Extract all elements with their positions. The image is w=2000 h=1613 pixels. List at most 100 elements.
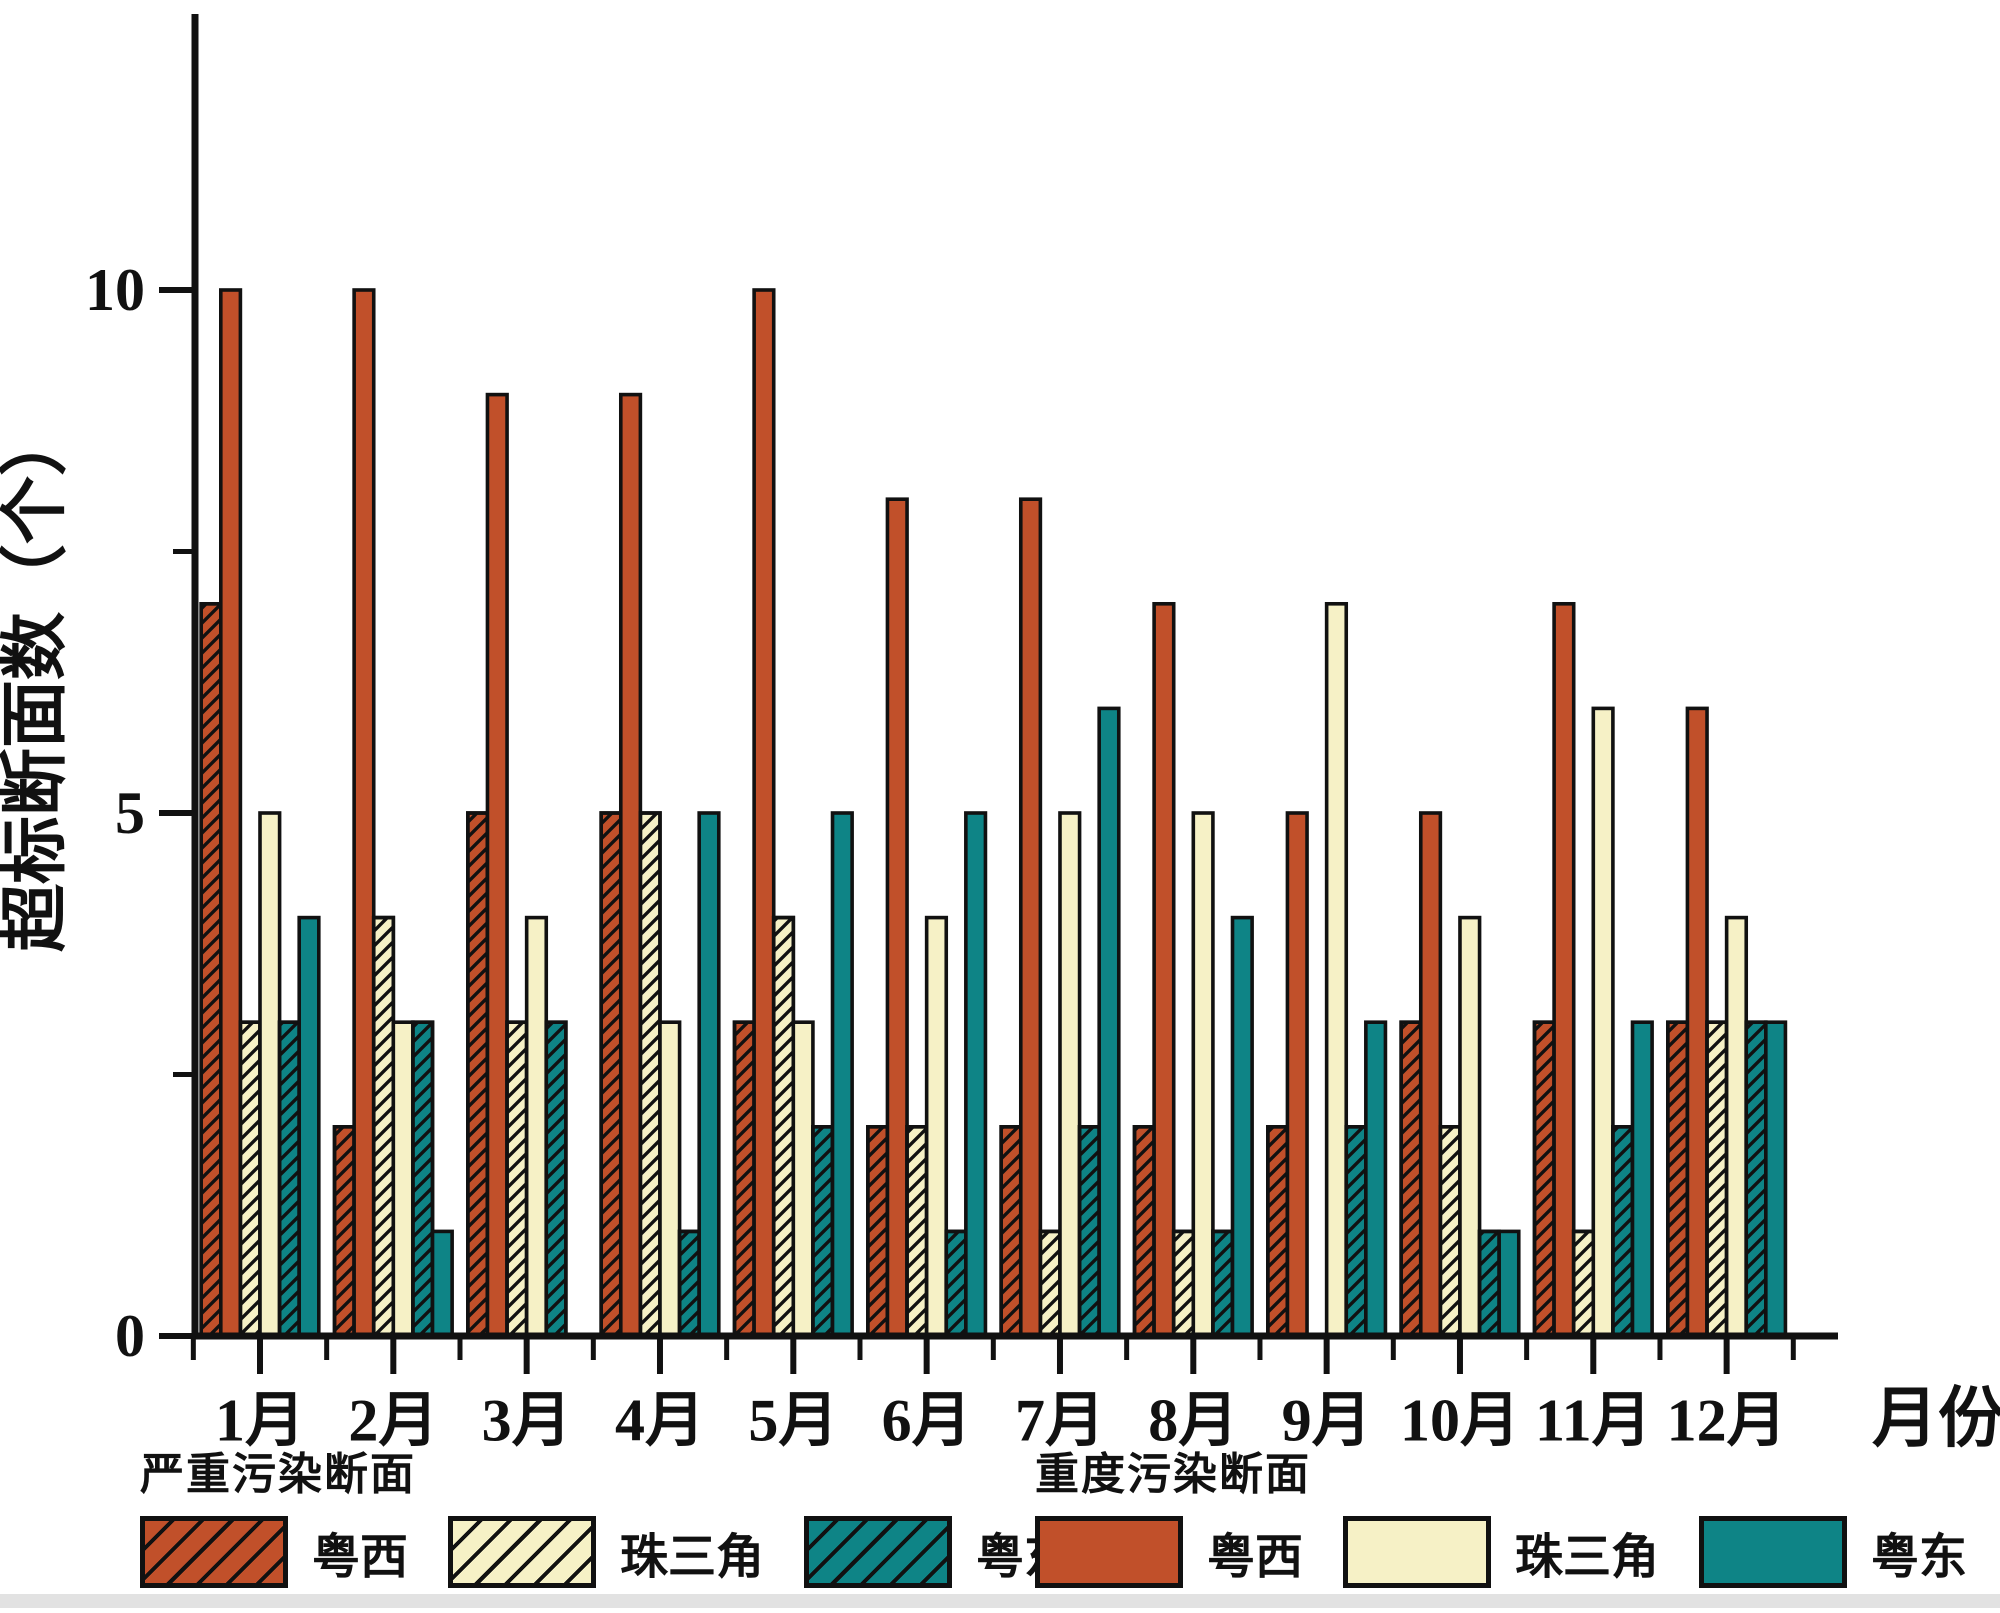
bar-珠三角-4月	[658, 1020, 682, 1338]
x-tick-label: 11月	[1535, 1387, 1652, 1453]
bar-hatch-overlay	[1532, 1020, 1556, 1338]
x-tick-label: 12月	[1667, 1387, 1787, 1453]
x-axis-title: 月份	[1872, 1382, 2000, 1455]
bar-hatch-overlay	[411, 1020, 435, 1338]
bar-hatch-overlay	[466, 811, 490, 1338]
bar-粤西-10月	[1418, 811, 1443, 1338]
bar-粤西-11月	[1552, 601, 1576, 1338]
bar-珠三角-9月	[1324, 601, 1349, 1338]
bar-hatch-overlay	[811, 1125, 835, 1338]
bar-珠三角-5月	[791, 1020, 815, 1338]
bar-hatch-overlay	[638, 811, 662, 1338]
legend-label: 珠三角	[1515, 1531, 1660, 1584]
legend-swatch-hatched	[140, 1516, 288, 1588]
bar-粤东-8月	[1230, 915, 1254, 1338]
x-tick-label: 10月	[1400, 1387, 1520, 1453]
bar-珠三角-6月	[924, 915, 949, 1338]
x-tick-label: 9月	[1282, 1387, 1372, 1453]
bar-hatch-overlay	[866, 1125, 890, 1338]
bar-珠三角-8月	[1191, 811, 1215, 1338]
x-tick-label: 7月	[1015, 1387, 1105, 1453]
x-tick-label: 1月	[215, 1387, 305, 1453]
bar-粤东-5月	[830, 811, 854, 1338]
x-tick-label: 4月	[615, 1387, 705, 1453]
legend-item-heavy-0: 粤西	[1035, 1516, 1343, 1588]
bar-粤西-9月	[1285, 811, 1309, 1338]
y-tick-label: 0	[115, 1303, 145, 1369]
bar-hatch-overlay	[1132, 1125, 1156, 1338]
legend-label: 粤西	[1207, 1531, 1304, 1584]
bar-粤东-12月	[1764, 1020, 1788, 1338]
screenshot-bottom-edge	[0, 1594, 2000, 1608]
bar-hatch-overlay	[1611, 1125, 1635, 1338]
legend-severe: 严重污染断面 粤西 珠三角 粤东	[140, 1438, 1112, 1588]
bar-粤东-11月	[1630, 1020, 1654, 1338]
bar-粤西-1月	[219, 288, 243, 1338]
bar-hatch-overlay	[1666, 1020, 1690, 1338]
bar-hatch-overlay	[1438, 1125, 1462, 1338]
legend-label: 粤西	[312, 1531, 409, 1584]
legend-heavy: 重度污染断面 粤西 珠三角 粤东	[1035, 1438, 2000, 1588]
bar-hatch-overlay	[1077, 1125, 1101, 1338]
bar-珠三角-3月	[524, 915, 549, 1338]
bar-hatch-overlay	[1477, 1229, 1501, 1338]
bar-hatch-overlay	[1399, 1020, 1423, 1338]
y-axis-title: 超标断面数（个）	[0, 408, 73, 952]
bar-hatch-overlay	[732, 1020, 756, 1338]
bar-珠三角-12月	[1724, 915, 1749, 1338]
x-tick-label: 6月	[882, 1387, 972, 1453]
legend-swatch-hatched	[804, 1516, 953, 1588]
bar-hatch-overlay	[1211, 1229, 1235, 1338]
bar-hatch-overlay	[599, 811, 623, 1338]
bar-粤西-4月	[618, 392, 643, 1338]
bar-粤西-3月	[485, 392, 509, 1338]
bar-粤西-6月	[885, 497, 909, 1338]
bar-珠三角-10月	[1458, 915, 1482, 1338]
bar-粤西-12月	[1685, 706, 1709, 1338]
x-tick-label: 2月	[348, 1387, 438, 1453]
bar-hatch-overlay	[1744, 1020, 1768, 1338]
x-tick-label: 8月	[1148, 1387, 1238, 1453]
bar-粤东-9月	[1364, 1020, 1388, 1338]
bar-hatch-overlay	[1266, 1125, 1290, 1338]
axis-layer	[159, 14, 1838, 1374]
bar-hatch-overlay	[1705, 1020, 1729, 1338]
legend-swatch-solid	[1699, 1516, 1848, 1588]
bar-粤东-4月	[697, 811, 721, 1338]
bar-hatch-overlay	[1571, 1229, 1596, 1338]
bar-粤西-8月	[1152, 601, 1176, 1338]
bar-hatch-overlay	[944, 1229, 968, 1338]
bar-hatch-overlay	[544, 1020, 568, 1338]
legend-swatch-solid	[1343, 1516, 1492, 1588]
bar-粤东-2月	[430, 1229, 454, 1338]
bar-hatch-overlay	[1038, 1229, 1062, 1338]
legend-swatch-solid	[1035, 1516, 1183, 1588]
bar-hatch-overlay	[277, 1020, 302, 1338]
bar-hatch-overlay	[999, 1125, 1023, 1338]
x-tick-label: 3月	[482, 1387, 572, 1453]
axis-labels-layer: 0 5 10 1月 2月 3月 4月 5月 6月 7月 8月 9月 10月 11月 12月 月份 超标断面数（个…	[0, 257, 2000, 1455]
bar-hatch-overlay	[1344, 1125, 1368, 1338]
bar-hatch-overlay	[1171, 1229, 1196, 1338]
bar-hatch-overlay	[332, 1125, 356, 1338]
bar-hatch-overlay	[371, 915, 396, 1338]
bar-珠三角-2月	[391, 1020, 415, 1338]
legend-heavy-title: 重度污染断面	[1035, 1450, 1311, 1499]
bar-hatch-overlay	[677, 1229, 701, 1338]
bar-粤西-2月	[352, 288, 376, 1338]
legend-heavy-row: 粤西 珠三角 粤东	[1035, 1516, 2000, 1588]
legend-severe-title: 严重污染断面	[140, 1450, 416, 1499]
bar-珠三角-11月	[1591, 706, 1615, 1338]
bar-粤东-1月	[297, 915, 321, 1338]
bar-hatch-overlay	[905, 1125, 929, 1338]
legend-label: 粤东	[1871, 1531, 1968, 1584]
legend-item-heavy-1: 珠三角	[1343, 1516, 1699, 1588]
bar-粤东-7月	[1097, 706, 1121, 1338]
bars-layer	[199, 288, 1788, 1338]
bar-粤东-6月	[964, 811, 988, 1338]
legend-swatch-hatched	[448, 1516, 597, 1588]
bar-hatch-overlay	[199, 601, 223, 1338]
y-tick-label: 10	[85, 257, 145, 323]
